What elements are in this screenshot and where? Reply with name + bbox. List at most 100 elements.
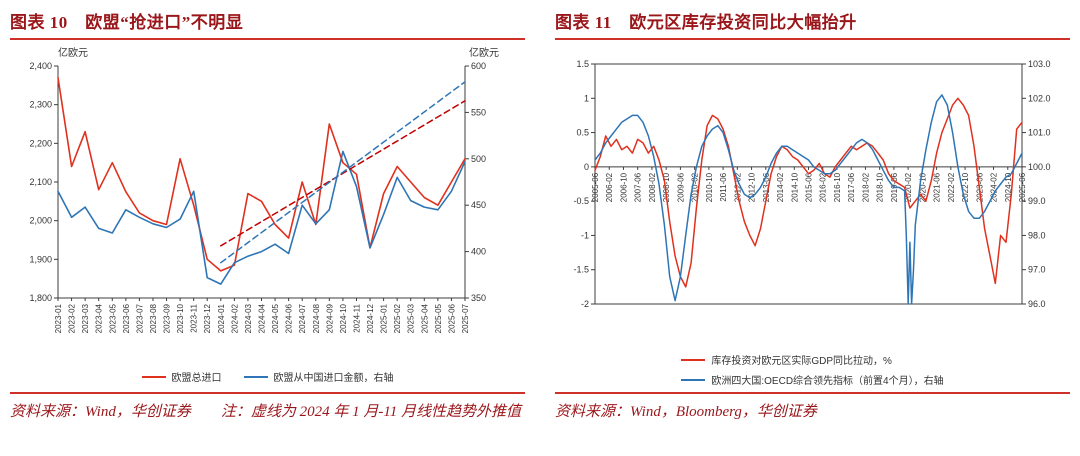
- svg-text:2025-06: 2025-06: [1018, 172, 1027, 202]
- svg-text:亿欧元: 亿欧元: [58, 46, 88, 59]
- figure-10-title: 图表 10 欧盟“抢进口”不明显: [10, 13, 244, 32]
- svg-text:102.0: 102.0: [1028, 93, 1051, 103]
- report-figures-page: 图表 10 欧盟“抢进口”不明显 2,400 2,300 2,200 2,100 2,0…: [10, 6, 1070, 424]
- svg-text:2,200: 2,200: [29, 138, 52, 148]
- svg-text:2,400: 2,400: [29, 61, 52, 71]
- svg-text:1,900: 1,900: [29, 254, 52, 264]
- svg-text:96.0: 96.0: [1028, 299, 1046, 309]
- svg-text:2008-02: 2008-02: [648, 172, 657, 202]
- svg-text:2024-05: 2024-05: [271, 303, 280, 333]
- svg-text:2015-06: 2015-06: [805, 172, 814, 202]
- figure-10-chart-zone: 2,400 2,300 2,200 2,100 2,000 1,900 1,800 600 55…: [10, 40, 525, 392]
- figure-10-title-rule: [10, 38, 525, 40]
- svg-text:2010-10: 2010-10: [705, 172, 714, 202]
- svg-text:2011-06: 2011-06: [719, 172, 728, 201]
- figure-11-bottom-rule: [555, 392, 1070, 394]
- svg-text:2024-02: 2024-02: [990, 172, 999, 202]
- svg-text:2023-10: 2023-10: [176, 303, 185, 333]
- svg-text:0.5: 0.5: [576, 128, 589, 138]
- figure-11-legend: 库存投资对欧元区实际GDP同比拉动，% 欧洲四大国:OECD综合领先指标（前置4个…: [681, 352, 944, 387]
- figure-10-source: 资料来源：Wind，华创证券 注：虚线为 2024 年 1 月-11 月线性趋势…: [10, 404, 521, 420]
- svg-text:101.0: 101.0: [1028, 128, 1051, 138]
- svg-text:2016-10: 2016-10: [833, 172, 842, 202]
- svg-text:2025-01: 2025-01: [380, 303, 389, 333]
- figure-10-bottom-rule: [10, 392, 525, 394]
- svg-text:2024-11: 2024-11: [352, 303, 361, 332]
- legend-line-swatch: [681, 378, 706, 381]
- svg-text:2023-09: 2023-09: [163, 303, 172, 333]
- svg-text:2024-12: 2024-12: [366, 303, 375, 333]
- svg-text:2024-08: 2024-08: [312, 303, 321, 333]
- svg-text:2024-07: 2024-07: [298, 303, 307, 333]
- svg-text:2024-09: 2024-09: [325, 303, 334, 333]
- svg-text:2024-03: 2024-03: [244, 303, 253, 333]
- svg-text:2006-10: 2006-10: [619, 172, 628, 202]
- figure-11-title-rule: [555, 38, 1070, 40]
- svg-text:-2: -2: [581, 299, 589, 309]
- svg-text:2024-01: 2024-01: [217, 303, 226, 333]
- legend-label: 欧洲四大国:OECD综合领先指标（前置4个月），右轴: [711, 376, 944, 387]
- svg-text:2023-07: 2023-07: [135, 303, 144, 333]
- svg-text:2012-10: 2012-10: [748, 172, 757, 202]
- svg-text:2013-06: 2013-06: [762, 172, 771, 202]
- svg-text:2025-06: 2025-06: [447, 303, 456, 333]
- svg-text:450: 450: [471, 200, 486, 210]
- svg-text:2,000: 2,000: [29, 216, 52, 226]
- svg-text:2009-06: 2009-06: [676, 172, 685, 202]
- legend-item: 欧洲四大国:OECD综合领先指标（前置4个月），右轴: [681, 372, 944, 387]
- legend-label: 库存投资对欧元区实际GDP同比拉动，%: [711, 356, 892, 367]
- svg-text:2025-03: 2025-03: [407, 303, 416, 333]
- svg-text:97.0: 97.0: [1028, 265, 1046, 275]
- svg-text:98.0: 98.0: [1028, 230, 1046, 240]
- svg-text:-1: -1: [581, 230, 589, 240]
- svg-text:2,300: 2,300: [29, 100, 52, 110]
- svg-text:99.0: 99.0: [1028, 196, 1046, 206]
- svg-text:2023-04: 2023-04: [95, 303, 104, 333]
- svg-text:2025-04: 2025-04: [420, 303, 429, 333]
- svg-text:103.0: 103.0: [1028, 59, 1051, 69]
- svg-text:2024-02: 2024-02: [230, 303, 239, 333]
- svg-text:2023-05: 2023-05: [108, 303, 117, 333]
- svg-text:2023-03: 2023-03: [81, 303, 90, 333]
- svg-text:2025-07: 2025-07: [461, 303, 470, 333]
- svg-text:2025-02: 2025-02: [393, 303, 402, 333]
- svg-text:2014-10: 2014-10: [790, 172, 799, 202]
- svg-text:2007-06: 2007-06: [634, 172, 643, 202]
- svg-text:2023-06: 2023-06: [122, 303, 131, 333]
- svg-text:2012-02: 2012-02: [733, 172, 742, 202]
- svg-text:2024-10: 2024-10: [1004, 172, 1013, 202]
- figure-11-chart: 1.5 1 0.5 0 -0.5 -1 -1.5 -2 103.0 102.0 101.0 100.0…: [573, 59, 1051, 309]
- figure-11-chart-zone: 1.5 1 0.5 0 -0.5 -1 -1.5 -2 103.0 102.0 101.0 100.0…: [555, 40, 1070, 392]
- svg-text:1: 1: [584, 93, 589, 103]
- svg-text:2008-10: 2008-10: [662, 172, 671, 202]
- legend-line-swatch: [681, 358, 706, 361]
- svg-text:2018-10: 2018-10: [876, 172, 885, 202]
- svg-text:2023-08: 2023-08: [149, 303, 158, 333]
- legend-label: 欧盟总进口: [171, 373, 222, 384]
- svg-text:2024-06: 2024-06: [285, 303, 294, 333]
- legend-line-swatch: [141, 375, 166, 378]
- svg-text:2025-05: 2025-05: [434, 303, 443, 333]
- svg-text:550: 550: [471, 107, 486, 117]
- figure-10-chart: 2,400 2,300 2,200 2,100 2,000 1,900 1,800 600 55…: [29, 46, 499, 333]
- legend-label: 欧盟从中国进口金额，右轴: [273, 373, 394, 384]
- svg-text:2023-12: 2023-12: [203, 303, 212, 333]
- figure-10-legend: 欧盟总进口 欧盟从中国进口金额，右轴: [10, 369, 525, 384]
- svg-text:-1.5: -1.5: [573, 265, 589, 275]
- legend-item: 欧盟从中国进口金额，右轴: [243, 369, 394, 384]
- svg-text:2005-06: 2005-06: [591, 172, 600, 202]
- figure-11-title: 图表 11 欧元区库存投资同比大幅抬升: [555, 13, 857, 32]
- svg-text:-0.5: -0.5: [573, 196, 589, 206]
- svg-text:2024-10: 2024-10: [339, 303, 348, 333]
- svg-text:350: 350: [471, 293, 486, 303]
- svg-text:2006-02: 2006-02: [605, 172, 614, 202]
- svg-text:2023-11: 2023-11: [190, 303, 199, 332]
- svg-text:2023-01: 2023-01: [54, 303, 63, 333]
- svg-text:2022-10: 2022-10: [961, 172, 970, 202]
- svg-text:1,800: 1,800: [29, 293, 52, 303]
- svg-text:2020-02: 2020-02: [904, 172, 913, 202]
- svg-text:2014-02: 2014-02: [776, 172, 785, 202]
- figure-11-panel: 图表 11 欧元区库存投资同比大幅抬升 1.5 1 0.5 0 -0.5 -1 -1.5 -2…: [555, 6, 1070, 424]
- svg-text:2016-02: 2016-02: [819, 172, 828, 202]
- figure-10-panel: 图表 10 欧盟“抢进口”不明显 2,400 2,300 2,200 2,100 2,0…: [10, 6, 525, 424]
